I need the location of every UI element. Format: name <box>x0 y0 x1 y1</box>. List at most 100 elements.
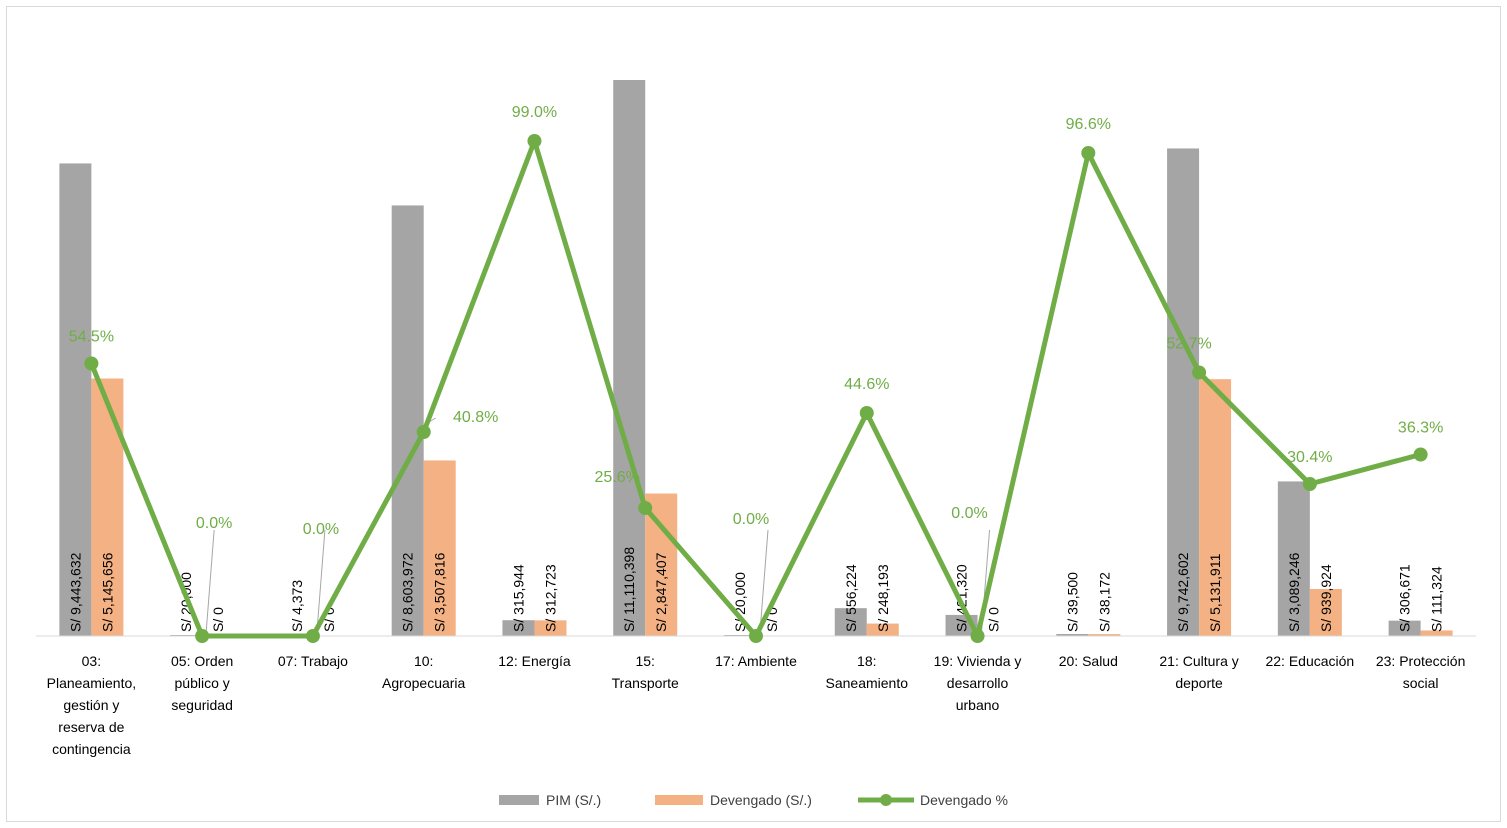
bar-pim <box>170 634 203 636</box>
pct-value-label: 25.6% <box>595 469 640 486</box>
bar-devengado <box>534 620 567 636</box>
pct-marker <box>416 425 431 439</box>
category-labels-layer: 03: Planeamiento, gestión y reserva de conti… <box>47 653 1466 757</box>
category-label: Planeamiento, <box>47 675 137 691</box>
pct-marker <box>1413 447 1428 462</box>
bar-labels-layer: S/ 9,443,632 S/ 5,145,656 S/ 20,000 S/ 0 S/ … <box>67 547 1444 632</box>
bar-devengado <box>423 460 456 636</box>
bar-devengado <box>1199 379 1232 636</box>
pct-line-layer: 54.5% 0.0% 0.0% 40.8% 99.0% 25.6% 0.0% 44.6% 0.0… <box>69 104 1443 643</box>
pct-marker <box>527 134 542 148</box>
pct-value-label: 0.0% <box>951 505 987 522</box>
bar-value-label: S/ 4,373 <box>289 580 305 632</box>
bar-devengado <box>1088 634 1121 636</box>
category-label: 05: Orden <box>171 653 233 669</box>
pct-value-label: 44.6% <box>844 376 889 393</box>
pct-value-label: 0.0% <box>303 521 339 538</box>
bar-value-label: S/ 556,224 <box>843 564 859 632</box>
category-label: urbano <box>956 697 1000 713</box>
bar-pim <box>1277 481 1310 636</box>
bar-value-label: S/ 38,172 <box>1096 572 1112 632</box>
bar-value-label: S/ 11,110,398 <box>621 547 637 632</box>
leader-line <box>316 529 326 633</box>
category-label: 07: Trabajo <box>278 653 348 669</box>
legend: PIM (S/.) Devengado (S/.) Devengado % <box>499 792 1008 808</box>
category-label: social <box>1403 675 1439 691</box>
bar-devengado <box>1309 588 1342 636</box>
pct-value-label: 0.0% <box>733 511 769 528</box>
category-label: deporte <box>1175 675 1223 691</box>
category-label: 18: <box>857 653 876 669</box>
pct-value-label: 96.6% <box>1066 116 1111 133</box>
bar-pim <box>1167 148 1200 636</box>
bar-value-label: S/ 939,924 <box>1318 564 1334 632</box>
pct-value-label: 36.3% <box>1398 420 1443 437</box>
pct-value-label: 99.0% <box>512 104 557 121</box>
bar-devengado <box>91 378 124 636</box>
bar-pim <box>613 80 646 636</box>
legend-swatch-devengado <box>655 795 703 805</box>
bar-devengado <box>866 623 899 636</box>
bar-value-label: S/ 315,944 <box>510 564 526 632</box>
bar-value-label: S/ 8,603,972 <box>400 552 416 632</box>
bar-pim <box>724 634 756 636</box>
pct-marker <box>1192 365 1207 380</box>
bar-value-label: S/ 248,193 <box>875 564 891 632</box>
bar-value-label: S/ 306,671 <box>1397 564 1413 632</box>
bar-value-label: S/ 312,723 <box>542 564 558 632</box>
category-label: gestión y <box>63 697 119 713</box>
bar-pim <box>391 205 424 636</box>
legend-label-devengado: Devengado (S/.) <box>710 792 812 808</box>
pct-value-label: 52.7% <box>1166 336 1211 353</box>
pct-value-label: 0.0% <box>196 515 232 532</box>
legend-label-pim: PIM (S/.) <box>546 792 601 808</box>
pct-marker <box>84 356 99 371</box>
category-label: 12: Energía <box>498 653 571 669</box>
category-label: 19: Vivienda y <box>934 653 1022 669</box>
pct-marker <box>638 501 653 515</box>
bar-value-label: S/ 5,131,911 <box>1207 553 1223 632</box>
pct-marker <box>749 629 763 643</box>
category-label: 21: Cultura y <box>1159 653 1238 669</box>
pct-marker <box>305 629 320 643</box>
pct-value-label: 30.4% <box>1287 449 1332 466</box>
chart-frame <box>6 6 1501 822</box>
category-label: reserva de <box>58 719 124 735</box>
legend-swatch-pct-marker <box>880 794 892 806</box>
bars-layer <box>59 80 1453 636</box>
bar-value-label: S/ 39,500 <box>1064 572 1080 632</box>
bar-value-label: S/ 9,443,632 <box>67 552 83 632</box>
bar-value-label: S/ 3,089,246 <box>1286 552 1302 632</box>
bar-value-label: S/ 20,000 <box>732 572 748 632</box>
category-label: 20: Salud <box>1059 653 1118 669</box>
bar-pim <box>59 163 92 636</box>
category-label: Agropecuaria <box>382 675 465 691</box>
bar-pim <box>834 608 867 636</box>
category-label: 15: <box>635 653 654 669</box>
bar-value-label: S/ 2,847,407 <box>653 552 669 632</box>
category-label: público y <box>175 675 230 691</box>
category-label: 10: <box>414 653 433 669</box>
pct-marker <box>970 629 985 643</box>
category-label: 22: Educación <box>1265 653 1354 669</box>
pct-marker <box>859 406 874 420</box>
bar-pim <box>1056 634 1089 636</box>
bar-value-label: S/ 3,507,816 <box>432 552 448 632</box>
legend-swatch-pim <box>499 795 539 805</box>
pct-value-label: 54.5% <box>69 329 114 346</box>
bar-pim <box>502 620 535 636</box>
pct-marker <box>195 629 210 643</box>
bar-devengado <box>1420 630 1453 636</box>
category-label: 23: Protección <box>1376 653 1466 669</box>
category-label: contingencia <box>52 741 131 757</box>
bar-pim <box>1388 620 1421 636</box>
pct-value-label: 40.8% <box>453 409 498 426</box>
category-label: 03: <box>82 653 101 669</box>
category-label: desarrollo <box>947 675 1009 691</box>
category-label: Transporte <box>612 675 679 691</box>
leader-line <box>759 529 769 633</box>
bar-value-label: S/ 9,742,602 <box>1175 552 1191 632</box>
leader-line <box>205 529 215 633</box>
bar-value-label: S/ 5,145,656 <box>99 552 115 632</box>
